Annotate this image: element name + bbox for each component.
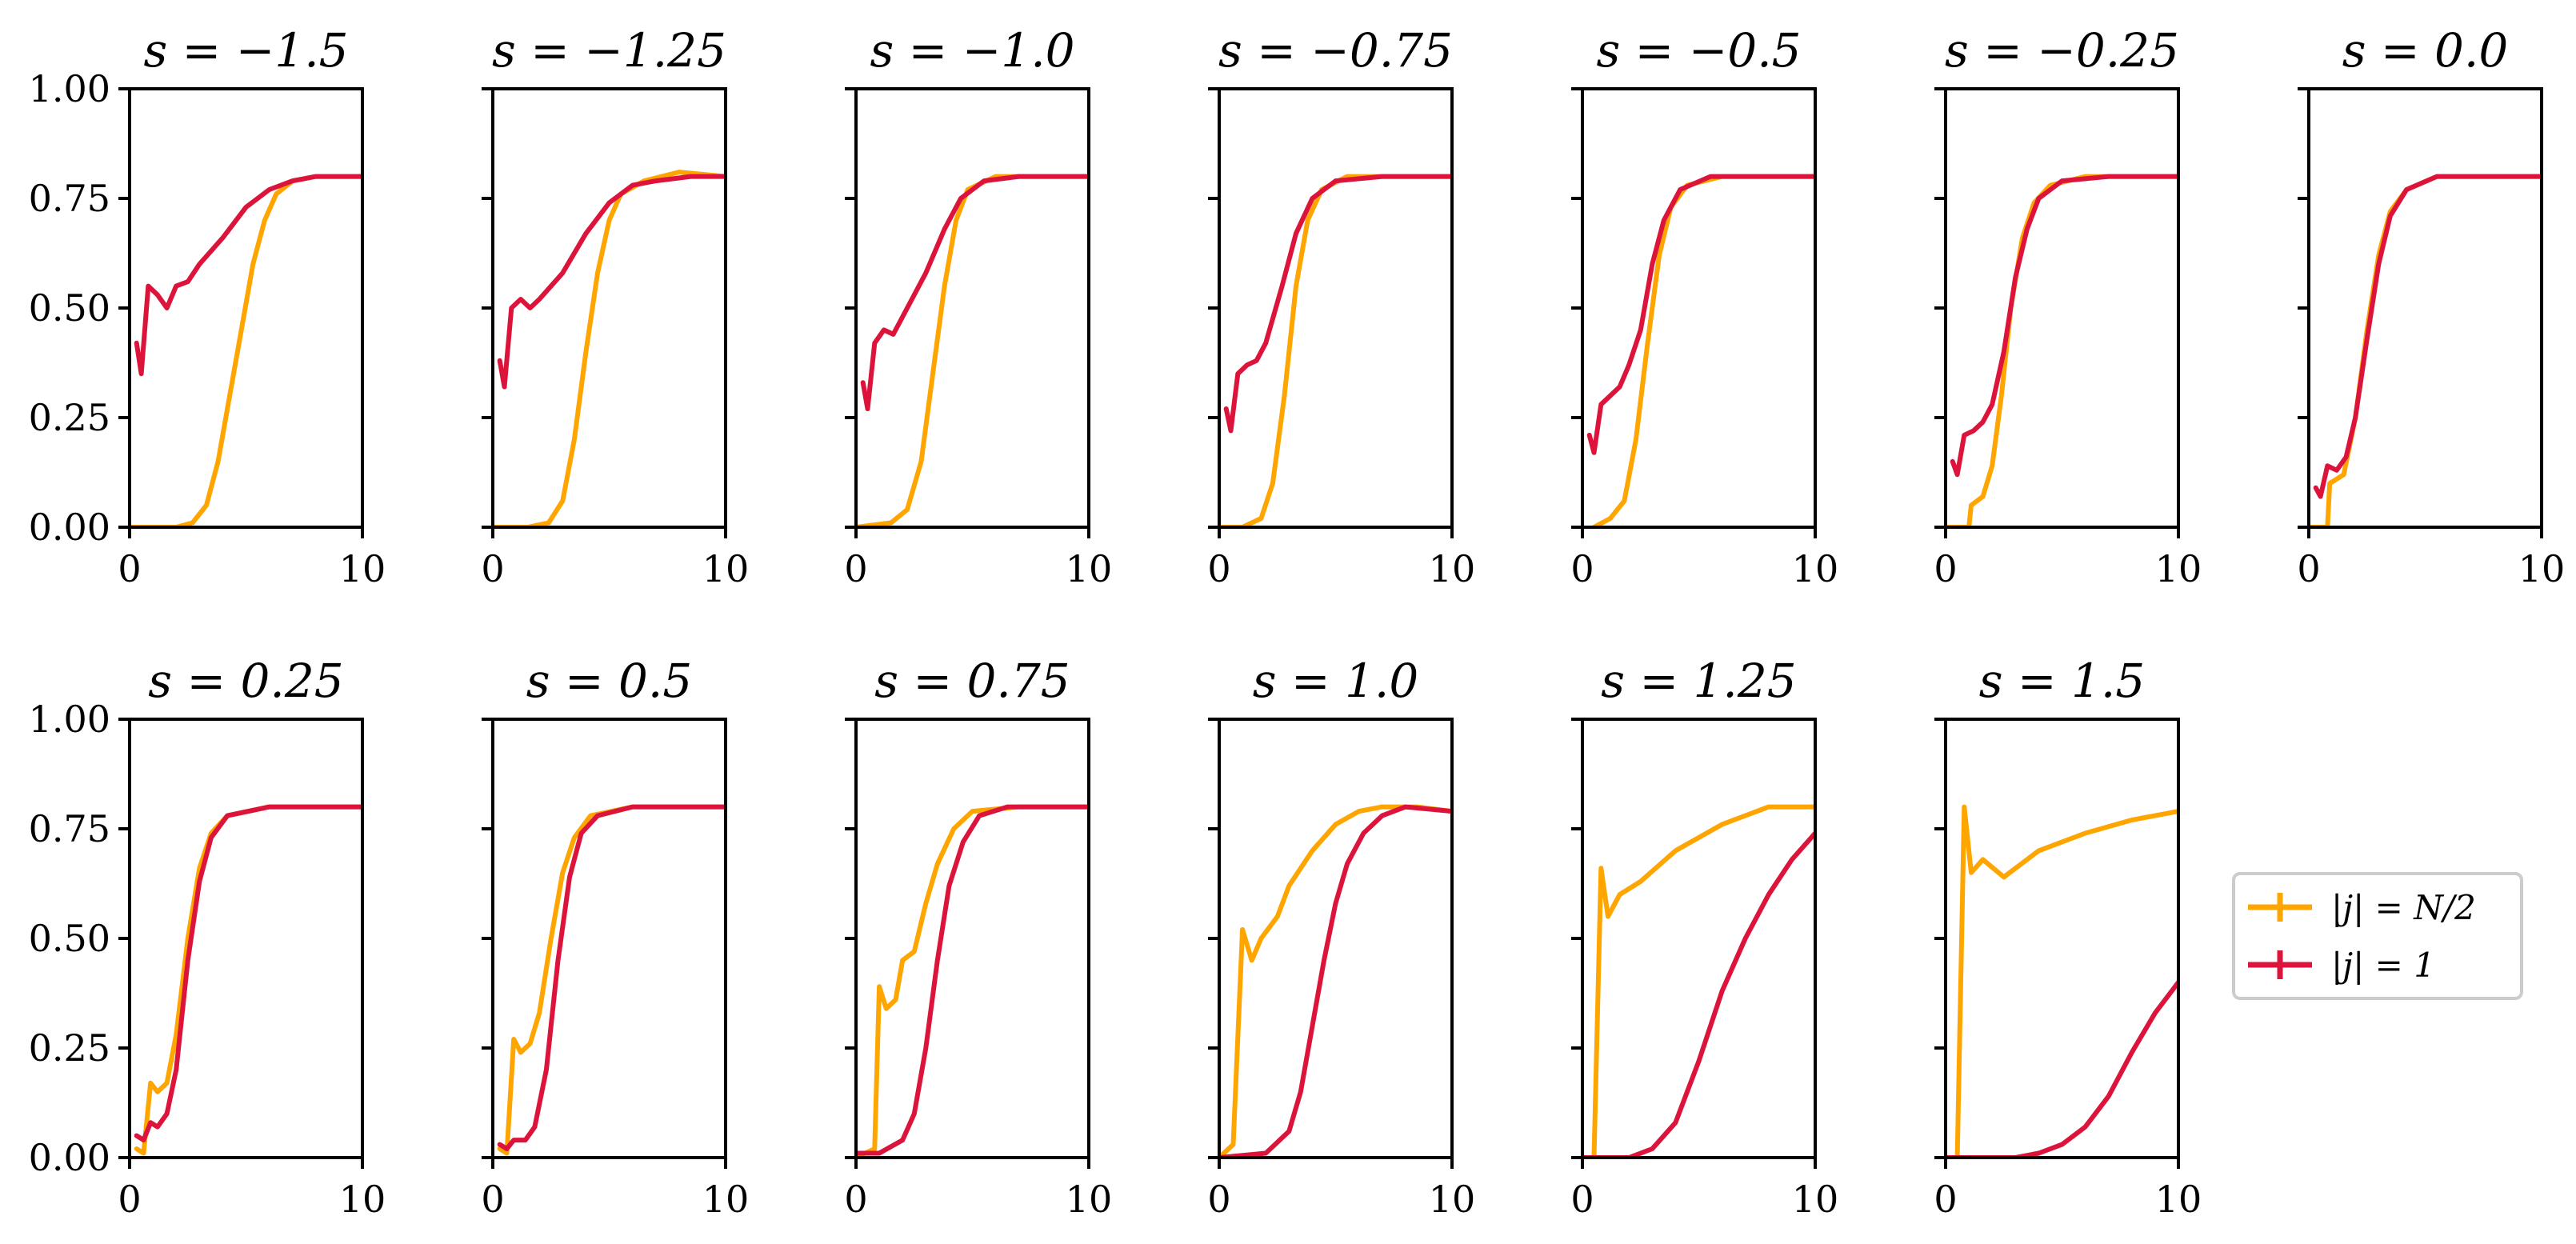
x-tick-label: 10: [702, 547, 750, 590]
panel-6: s = −0.25 0 10: [1934, 23, 2202, 590]
panel-title: s = 0.0: [2342, 23, 2508, 78]
panels-layer: s = −1.5 0 10 0.00 0.25 0.50 0.75 1.00 s = −1.25…: [29, 23, 2566, 1221]
series-line-j-n-half: [1946, 804, 2178, 1158]
x-tick-label: 0: [1570, 1178, 1594, 1221]
panel-13: s = 1.5 0 10: [1934, 654, 2202, 1221]
x-tick-label: 10: [1792, 547, 1839, 590]
series-line-j-n-half: [856, 804, 1089, 1158]
series-line-j-one: [1586, 174, 1815, 455]
panel-4: s = −0.75 0 10: [1207, 23, 1475, 590]
x-tick-label: 10: [702, 1178, 750, 1221]
y-tick-label: 0.25: [29, 1026, 110, 1070]
series-line-j-one: [860, 174, 1089, 411]
series-line-j-one: [134, 804, 362, 1143]
series-line-j-n-half: [1582, 804, 1815, 1158]
legend-entry: |j| = 1: [2248, 946, 2435, 985]
x-tick-label: 10: [1792, 1178, 1839, 1221]
panel-9: s = 0.5 0 10: [481, 654, 749, 1221]
x-tick-label: 0: [1934, 547, 1957, 590]
series-line-j-one: [1950, 174, 2178, 478]
x-tick-label: 10: [2155, 547, 2202, 590]
y-tick-label: 0.75: [29, 807, 110, 850]
x-tick-label: 10: [1066, 1178, 1113, 1221]
y-tick-label: 1.00: [29, 67, 110, 110]
y-tick-label: 1.00: [29, 698, 110, 741]
y-tick-label: 0.75: [29, 177, 110, 220]
x-tick-label: 10: [2518, 547, 2566, 590]
panel-title: s = −0.5: [1596, 23, 1801, 78]
panel-title: s = 1.0: [1253, 654, 1418, 708]
panel-11: s = 1.0 0 10: [1207, 654, 1475, 1221]
x-tick-label: 0: [844, 547, 867, 590]
series-line-j-one: [2313, 174, 2542, 499]
y-tick-label: 0.50: [29, 286, 110, 330]
series-line-j-one: [134, 174, 362, 377]
y-tick-label: 0.00: [29, 1136, 110, 1179]
panel-10: s = 0.75 0 10: [844, 654, 1112, 1221]
y-tick-label: 0.25: [29, 396, 110, 439]
series-line-j-n-half: [493, 170, 726, 527]
panel-1: s = −1.5 0 10 0.00 0.25 0.50 0.75 1.00: [29, 23, 386, 590]
panel-12: s = 1.25 0 10: [1570, 654, 1838, 1221]
x-tick-label: 0: [1570, 547, 1594, 590]
series-line-j-one: [497, 174, 726, 390]
legend-entry: |j| = N/2: [2248, 888, 2476, 927]
panel-title: s = −0.75: [1218, 23, 1453, 78]
legend-label: |j| = 1: [2331, 946, 2435, 985]
panel-title: s = −1.0: [870, 23, 1074, 78]
panel-7: s = 0.0 0 10: [2297, 23, 2565, 590]
x-tick-label: 10: [339, 547, 386, 590]
series-line-j-one: [856, 804, 1089, 1156]
x-tick-label: 0: [1207, 1178, 1230, 1221]
panel-title: s = 0.5: [526, 654, 692, 708]
x-tick-label: 0: [118, 547, 141, 590]
panel-title: s = 1.25: [1601, 654, 1796, 708]
y-tick-label: 0.00: [29, 506, 110, 549]
x-tick-label: 0: [1934, 1178, 1957, 1221]
x-tick-label: 10: [339, 1178, 386, 1221]
x-tick-label: 0: [2297, 547, 2320, 590]
x-tick-label: 0: [481, 1178, 504, 1221]
panel-title: s = 1.5: [1979, 654, 2145, 708]
panel-2: s = −1.25 0 10: [481, 23, 749, 590]
panel-3: s = −1.0 0 10: [844, 23, 1112, 590]
series-line-j-one: [497, 804, 726, 1151]
series-line-j-one: [1219, 804, 1452, 1158]
x-tick-label: 10: [1429, 1178, 1476, 1221]
y-tick-label: 0.50: [29, 917, 110, 960]
panel-5: s = −0.5 0 10: [1570, 23, 1838, 590]
legend-label: |j| = N/2: [2331, 888, 2476, 927]
panel-title: s = 0.75: [874, 654, 1070, 708]
x-tick-label: 10: [1429, 547, 1476, 590]
legend: |j| = N/2 |j| = 1: [2232, 872, 2523, 1000]
series-line-j-one: [1582, 830, 1815, 1158]
x-tick-label: 0: [481, 547, 504, 590]
x-tick-label: 10: [2155, 1178, 2202, 1221]
panel-title: s = −0.25: [1945, 23, 2179, 78]
panel-title: s = −1.25: [492, 23, 726, 78]
x-tick-label: 0: [1207, 547, 1230, 590]
panel-8: s = 0.25 0 10 0.00 0.25 0.50 0.75 1.00: [29, 654, 386, 1221]
series-line-j-n-half: [1219, 804, 1452, 1158]
x-tick-label: 0: [844, 1178, 867, 1221]
series-line-j-one: [1223, 174, 1452, 434]
panel-title: s = −1.5: [143, 23, 348, 78]
x-tick-label: 10: [1066, 547, 1113, 590]
panel-title: s = 0.25: [148, 654, 343, 708]
x-tick-label: 0: [118, 1178, 141, 1221]
